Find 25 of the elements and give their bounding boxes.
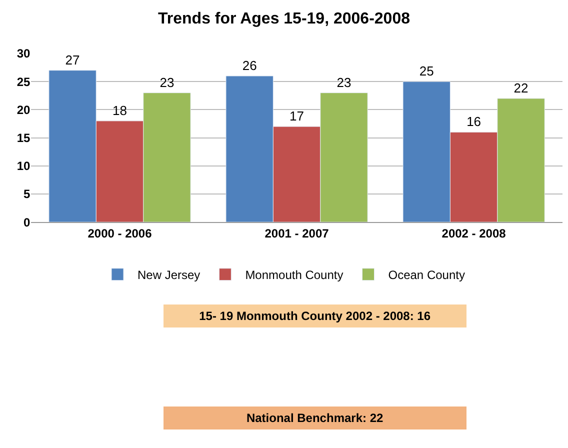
y-tick-label: 30 <box>16 46 31 61</box>
data-label: 16 <box>466 114 482 130</box>
y-tick-label: 25 <box>16 74 31 89</box>
chart-title: Trends for Ages 15-19, 2006-2008 <box>158 10 410 28</box>
y-tick-label: 0 <box>24 215 31 230</box>
data-label: 23 <box>160 74 174 90</box>
y-tick-label: 5 <box>24 187 31 202</box>
x-tick-label: 2002 - 2008 <box>442 226 506 240</box>
text: National Benchmark: 22 <box>246 411 384 425</box>
legend-label: Ocean County <box>388 268 465 282</box>
y-tick-label: 10 <box>16 159 31 174</box>
x-tick-label: 2001 - 2007 <box>264 226 330 240</box>
data-label: 26 <box>242 58 257 73</box>
data-label: 23 <box>336 74 352 90</box>
data-label: 17 <box>290 108 304 124</box>
y-tick-label: 20 <box>16 102 31 117</box>
data-label: 18 <box>112 102 127 118</box>
text: 15- 19 Monmouth County 2002 - 2008: 16 <box>199 309 431 323</box>
y-tick-label: 15 <box>16 130 31 145</box>
legend-label: Monmouth County <box>245 268 344 282</box>
data-label: 22 <box>514 80 528 96</box>
x-tick-label: 2000 - 2006 <box>88 226 152 240</box>
data-label: 25 <box>419 64 434 79</box>
legend-label: New Jersey <box>138 268 200 282</box>
data-label: 27 <box>65 52 80 68</box>
